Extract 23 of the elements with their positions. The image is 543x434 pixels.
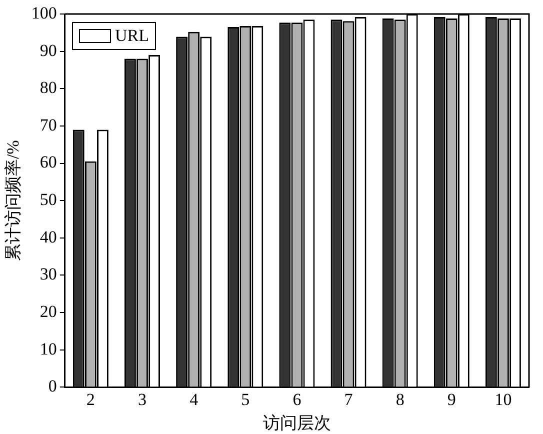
- x-tick-label: 3: [138, 390, 146, 409]
- x-tick-label: 6: [292, 390, 302, 409]
- x-axis-title: 访问层次: [262, 413, 331, 432]
- y-axis-title: 累计访问频率/%: [4, 140, 23, 262]
- series-label: URL: [115, 26, 149, 46]
- y-tick-label: 10: [40, 339, 57, 358]
- x-tick-label: 5: [241, 390, 250, 409]
- x-tick-label: 9: [447, 390, 456, 409]
- y-tick-label: 50: [40, 190, 57, 210]
- x-tick-label: 8: [396, 390, 404, 409]
- y-tick-label: 80: [40, 78, 57, 98]
- x-tick-label: 7: [344, 390, 354, 409]
- y-tick-label: 40: [40, 227, 57, 246]
- y-tick-label: 60: [40, 152, 57, 172]
- y-tick-label: 0: [48, 376, 57, 396]
- x-tick-label: 4: [190, 390, 199, 409]
- y-tick-label: 90: [40, 40, 57, 60]
- y-tick-label: 100: [31, 3, 57, 22]
- y-tick-label: 30: [40, 264, 57, 284]
- x-tick-label: 10: [494, 390, 512, 409]
- y-tick-label: 70: [40, 115, 57, 134]
- x-tick-label: 2: [86, 390, 95, 409]
- y-tick-label: 20: [40, 302, 57, 322]
